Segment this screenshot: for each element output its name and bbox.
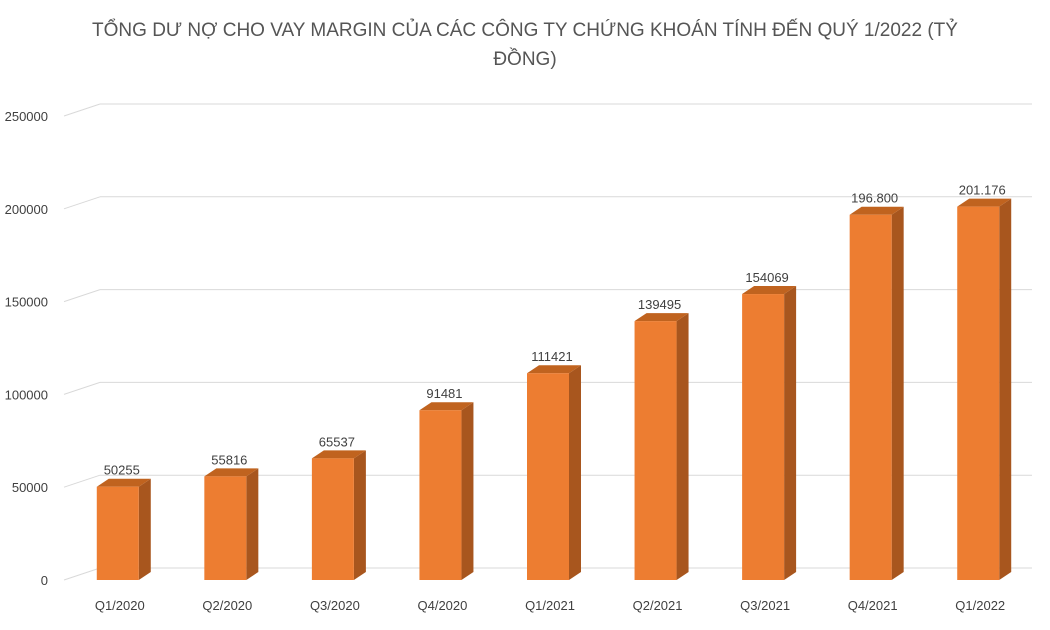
x-tick-label: Q4/2021	[848, 598, 898, 613]
y-tick-label: 50000	[12, 480, 48, 495]
bar-side	[461, 402, 474, 580]
bar-side	[784, 286, 797, 580]
x-tick-label: Q1/2020	[95, 598, 145, 613]
bar	[742, 294, 785, 580]
bar-top	[957, 198, 1012, 207]
bar-top	[742, 286, 797, 295]
bar	[957, 206, 1000, 580]
x-tick-label: Q2/2020	[202, 598, 252, 613]
bar-side	[569, 365, 581, 580]
gridline-depth	[63, 289, 101, 303]
data-label: 111421	[531, 349, 572, 364]
data-label: 201.176	[959, 183, 1006, 198]
gridline-depth	[63, 567, 101, 581]
x-tick-label: Q4/2020	[418, 598, 468, 613]
bar-top	[849, 206, 904, 215]
bar-side	[138, 478, 151, 580]
data-label: 196.800	[851, 191, 898, 206]
data-label: 55816	[211, 452, 247, 467]
y-tick-label: 200000	[5, 202, 48, 217]
gridline-depth	[63, 381, 101, 395]
x-tick-label: Q2/2021	[633, 598, 683, 613]
bar-side	[891, 206, 904, 580]
gridline-depth	[63, 474, 101, 488]
bar	[96, 486, 139, 580]
x-tick-label: Q1/2021	[525, 598, 575, 613]
chart-title: TỔNG DƯ NỢ CHO VAY MARGIN CỦA CÁC CÔNG T…	[92, 20, 958, 70]
y-tick-label: 0	[41, 573, 48, 588]
y-tick-label: 150000	[5, 295, 48, 310]
gridline-depth	[63, 196, 101, 210]
bar	[419, 410, 462, 580]
bar-top	[634, 313, 689, 322]
bar-top	[419, 402, 474, 411]
x-tick-label: Q1/2022	[955, 598, 1005, 613]
x-tick-label: Q3/2020	[310, 598, 360, 613]
data-label: 154069	[745, 270, 788, 285]
bar-side	[353, 450, 366, 580]
y-tick-label: 250000	[5, 109, 48, 124]
bar	[634, 321, 677, 580]
bar	[204, 476, 247, 580]
bar	[527, 373, 569, 580]
y-tick-label: 100000	[5, 387, 48, 402]
bar-side	[999, 198, 1012, 580]
bar	[849, 214, 892, 580]
bar-side	[676, 313, 689, 580]
bar	[311, 458, 354, 580]
bar-top	[311, 450, 366, 459]
x-tick-label: Q3/2021	[740, 598, 790, 613]
data-label: 139495	[638, 297, 681, 312]
data-label: 91481	[426, 386, 462, 401]
data-label: 50255	[104, 463, 140, 478]
data-label: 65537	[319, 434, 355, 449]
bar-top	[96, 478, 151, 487]
bar-top	[527, 365, 581, 374]
bar-top	[204, 468, 259, 477]
bar-side	[246, 468, 259, 580]
gridline-depth	[63, 103, 101, 117]
